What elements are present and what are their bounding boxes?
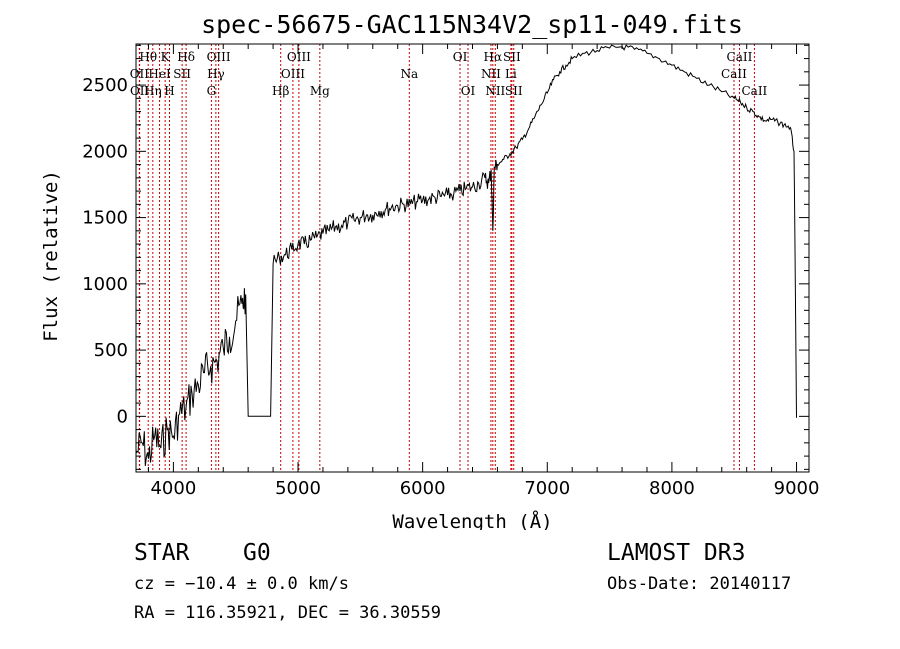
chart-title: spec-56675-GAC115N34V2_sp11-049.fits [201,10,743,39]
spectral-line-markers [138,44,755,472]
spectral-line-label: Hδ [177,50,195,64]
spectral-line-label: NII [481,67,501,81]
spectral-line-label: OII [130,84,150,98]
x-tick-label: 4000 [150,478,196,499]
spectral-line-label: Hβ [272,84,289,98]
spectral-line-label: Hη [144,84,162,98]
spectral-line-label: OIII [207,50,231,64]
x-tick-label: 7000 [524,478,570,499]
spectral-line-label: Hα [484,50,503,64]
spectral-line-label: OIII [287,50,311,64]
y-tick-label: 2000 [82,141,128,162]
y-tick-label: 0 [117,406,128,427]
x-tick-label: 9000 [774,478,820,499]
redshift-velocity: cz = −10.4 ± 0.0 km/s [134,574,349,594]
spectral-line-label: NII [485,84,505,98]
object-class: STAR [134,540,190,566]
y-axis-label: Flux (relative) [40,170,62,342]
object-subclass: G0 [243,540,271,566]
coordinates: RA = 116.35921, DEC = 36.30559 [134,603,442,623]
y-tick-label: 1000 [82,274,128,295]
spectral-line-label: SII [505,84,523,98]
spectral-line-label: OI [461,84,476,98]
spectral-line-label: CaII [727,50,753,64]
spectral-line-label: SII [173,67,191,81]
spectral-line-label: OIII [281,67,305,81]
spectral-line-label: Na [400,67,418,81]
spectral-line-label: CaII [721,67,747,81]
spectral-line-label: OI [453,50,468,64]
spectral-line-label: Mg [310,84,330,98]
spectral-line-label: HeI [148,67,171,81]
x-axis-label: Wavelength (Å) [392,510,552,530]
survey-name: LAMOST DR3 [607,540,746,566]
y-tick-label: 1500 [82,208,128,229]
spectrum-series [135,44,797,467]
spectral-line-label: H [164,84,174,98]
spectral-line-label: CaII [741,84,767,98]
observation-date: Obs-Date: 20140117 [607,574,792,594]
spectral-line-label: Hγ [207,67,225,81]
x-tick-label: 5000 [275,478,321,499]
spectral-line-label: Li [505,67,517,81]
spectral-line-label: K [161,50,171,64]
plot-frame [135,43,810,473]
spectral-line-label: Hθ [139,50,157,64]
spectrum-line [135,44,797,467]
spectral-line-label: OII [130,67,150,81]
spectral-line-label: G [207,84,217,98]
axis-ticks: 4000 5000 6000 7000 8000 9000 0 500 1000 1500 2000… [82,44,819,499]
spectrum-chart: spec-56675-GAC115N34V2_sp11-049.fits Hθ O… [40,10,819,530]
y-tick-label: 2500 [82,75,128,96]
x-tick-label: 6000 [400,478,446,499]
x-tick-label: 8000 [649,478,695,499]
y-tick-label: 500 [94,340,128,361]
spectral-line-label: SII [503,50,521,64]
